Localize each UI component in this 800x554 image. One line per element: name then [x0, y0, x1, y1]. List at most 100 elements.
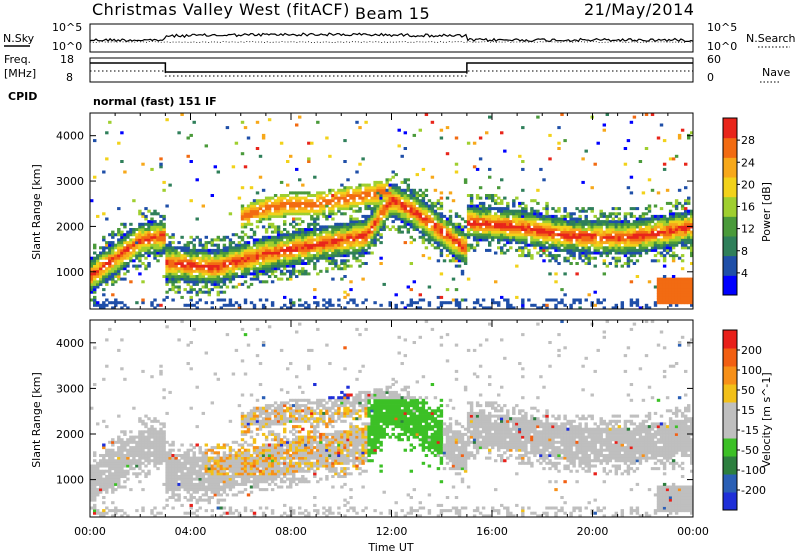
velocity-cell — [156, 419, 160, 423]
colorbar-tick-label: 28 — [741, 134, 755, 147]
power-cell — [397, 225, 401, 229]
power-cell — [183, 259, 187, 263]
power-cell — [273, 243, 278, 247]
power-cell — [270, 246, 275, 250]
power-cell — [192, 254, 196, 258]
power-cell — [298, 238, 302, 242]
power-cell — [337, 191, 341, 195]
power-cell — [153, 238, 157, 242]
power-cell — [222, 248, 227, 252]
power-cell — [614, 225, 619, 229]
power-cell — [421, 199, 426, 203]
power-cell — [690, 230, 694, 234]
power-cell — [578, 235, 582, 239]
power-cell — [418, 207, 423, 211]
velocity-cell — [138, 472, 142, 476]
velocity-cell — [99, 480, 103, 484]
power-cell — [102, 277, 106, 281]
velocity-cell — [138, 435, 142, 439]
power-cell — [596, 298, 600, 302]
power-cell — [162, 214, 166, 218]
power-cell — [659, 288, 664, 292]
power-cell — [566, 222, 570, 226]
power-cell — [569, 241, 573, 245]
velocity-cell — [186, 467, 190, 471]
power-cell — [373, 214, 377, 218]
power-cell — [632, 225, 637, 229]
power-cell — [454, 246, 459, 250]
power-cell — [397, 228, 401, 232]
power-cell — [168, 243, 172, 247]
power-cell — [391, 204, 395, 208]
power-cell — [352, 188, 356, 192]
power-cell — [283, 233, 287, 237]
power-cell — [418, 217, 423, 221]
power-cell — [560, 225, 564, 229]
velocity-cell — [153, 430, 157, 434]
power-cell — [108, 264, 112, 268]
velocity-cell — [210, 448, 215, 452]
power-cell — [270, 201, 275, 205]
power-cell — [599, 251, 603, 255]
power-cell — [530, 214, 534, 218]
power-cell — [481, 238, 486, 242]
power-cell — [379, 241, 383, 245]
power-cell — [292, 259, 296, 263]
power-cell — [690, 285, 694, 289]
power-cell — [623, 162, 628, 166]
power-cell — [171, 275, 175, 279]
power-cell — [430, 212, 435, 216]
power-cell — [243, 254, 248, 258]
power-cell — [373, 188, 377, 192]
power-cell — [406, 204, 411, 208]
power-cell — [560, 230, 564, 234]
power-cell — [599, 222, 603, 226]
power-cell — [629, 214, 634, 218]
power-cell — [460, 254, 465, 258]
power-cell — [671, 275, 676, 279]
power-cell — [560, 228, 564, 232]
power-cell — [319, 256, 323, 260]
power-cell — [243, 275, 248, 279]
power-cell — [114, 254, 118, 258]
velocity-cell — [207, 501, 212, 505]
power-cell — [171, 288, 175, 292]
velocity-cell — [132, 448, 136, 452]
power-cell — [593, 222, 597, 226]
power-cell — [521, 298, 525, 302]
power-cell — [533, 225, 537, 229]
power-cell — [144, 243, 148, 247]
power-cell — [180, 269, 184, 273]
power-cell — [554, 298, 558, 302]
power-cell — [668, 233, 673, 237]
power-cell — [255, 269, 260, 273]
power-cell — [403, 204, 408, 208]
power-cell — [647, 233, 652, 237]
velocity-cell — [141, 509, 145, 513]
velocity-cell — [201, 467, 206, 471]
velocity-cell — [183, 464, 187, 468]
power-cell — [349, 280, 353, 284]
power-cell — [680, 267, 685, 271]
power-cell — [584, 256, 588, 260]
power-cell — [590, 222, 594, 226]
power-cell — [478, 303, 483, 307]
power-cell — [587, 207, 591, 211]
power-cell — [521, 222, 525, 226]
velocity-cell — [168, 448, 172, 452]
power-cell — [243, 301, 248, 305]
velocity-cell — [201, 482, 206, 486]
power-cell — [117, 233, 121, 237]
power-cell — [204, 285, 209, 289]
power-cell — [530, 241, 534, 245]
power-cell — [687, 293, 691, 297]
power-cell — [328, 214, 332, 218]
power-cell — [521, 209, 525, 213]
power-cell — [518, 209, 522, 213]
power-cell — [680, 228, 685, 232]
power-cell — [298, 209, 302, 213]
power-cell — [180, 248, 184, 252]
power-cell — [512, 217, 516, 221]
power-cell — [273, 254, 278, 258]
velocity-cell — [153, 514, 157, 518]
